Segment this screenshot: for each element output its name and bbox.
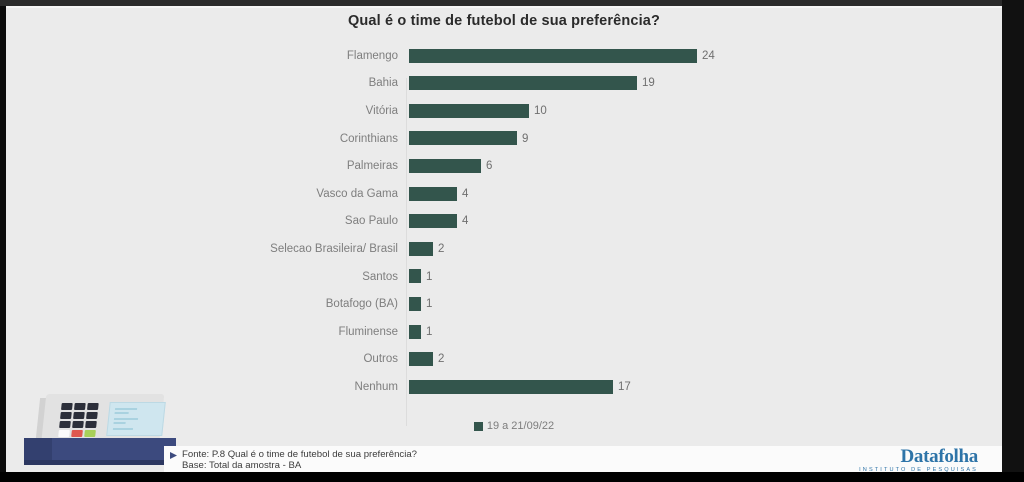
right-edge-bar <box>1002 0 1024 482</box>
chart-value-label: 2 <box>438 353 445 366</box>
chart-row: Palmeiras 6 <box>6 152 1002 180</box>
chart-row: Corinthians 9 <box>6 125 1002 153</box>
screen-line <box>112 428 134 430</box>
chart-bar[interactable] <box>409 324 421 339</box>
chart-row: Selecao Brasileira/ Brasil 2 <box>6 235 1002 263</box>
chart-category-label: Fluminense <box>338 325 398 338</box>
chart-value-label: 4 <box>462 187 469 200</box>
machine-base-side <box>24 438 52 464</box>
chart-row: Sao Paulo 4 <box>6 208 1002 236</box>
page-title: Qual é o time de futebol de sua preferên… <box>348 13 660 29</box>
screen-line <box>113 418 139 420</box>
screen-line <box>114 408 138 410</box>
chart-category-label: Nenhum <box>354 380 398 393</box>
chart-value-label: 9 <box>522 132 529 145</box>
chart-bar[interactable] <box>409 48 697 63</box>
slide-top-highlight <box>6 6 1002 8</box>
bar-chart: Flamengo 24 Bahia 19 Vitória 10 Corinthians 9 Pa… <box>6 42 1002 426</box>
chart-value-label: 1 <box>426 325 433 338</box>
chart-bar[interactable] <box>409 103 529 118</box>
datafolha-logo: Datafolha INSTITUTO DE PESQUISAS <box>858 447 978 472</box>
chart-value-label: 1 <box>426 270 433 283</box>
chart-row: Vitória 10 <box>6 97 1002 125</box>
chart-bar[interactable] <box>409 379 613 394</box>
chart-row: Bahia 19 <box>6 70 1002 98</box>
chart-bar[interactable] <box>409 186 457 201</box>
top-edge-bar <box>0 0 1024 6</box>
chart-category-label: Outros <box>363 353 398 366</box>
footer-source-line: Fonte: P.8 Qual é o time de futebol de s… <box>182 449 418 460</box>
legend-square-swatch <box>473 421 483 431</box>
chart-bar[interactable] <box>409 241 433 256</box>
machine-keypad <box>58 403 105 437</box>
chart-bar[interactable] <box>409 214 457 229</box>
chart-bar[interactable] <box>409 158 481 173</box>
chart-row: Nenhum 17 <box>6 373 1002 401</box>
chart-row: Fluminense 1 <box>6 318 1002 346</box>
machine-screen <box>106 402 166 436</box>
screen-line <box>114 412 129 414</box>
chart-category-label: Bahia <box>368 77 398 90</box>
chart-value-label: 17 <box>618 380 631 393</box>
chart-row: Outros 2 <box>6 346 1002 374</box>
chart-category-label: Sao Paulo <box>344 215 398 228</box>
chart-value-label: 10 <box>534 104 547 117</box>
chart-row: Flamengo 24 <box>6 42 1002 70</box>
brand-name: Datafolha <box>900 446 978 467</box>
chart-legend: 19 a 21/09/22 <box>6 416 1002 436</box>
electronic-voting-machine-illustration <box>16 394 176 472</box>
chart-bar[interactable] <box>409 131 517 146</box>
chart-value-label: 2 <box>438 242 445 255</box>
chart-bar[interactable] <box>409 296 421 311</box>
footer-base-line: Base: Total da amostra - BA <box>182 460 302 471</box>
machine-base-shadow <box>24 460 176 465</box>
brand-tagline: INSTITUTO DE PESQUISAS <box>859 467 978 472</box>
chart-category-label: Botafogo (BA) <box>325 298 398 311</box>
slide-canvas: Qual é o time de futebol de sua preferên… <box>6 6 1002 472</box>
chart-category-label: Santos <box>362 270 398 283</box>
chart-category-label: Selecao Brasileira/ Brasil <box>270 242 398 255</box>
chart-row: Vasco da Gama 4 <box>6 180 1002 208</box>
legend-label: 19 a 21/09/22 <box>486 420 555 432</box>
chart-value-label: 4 <box>462 215 469 228</box>
footer-source-box: Fonte: P.8 Qual é o time de futebol de s… <box>164 446 1002 472</box>
bottom-edge-bar <box>0 472 1024 482</box>
chart-bar[interactable] <box>409 76 637 91</box>
chart-value-label: 19 <box>642 77 655 90</box>
chart-axis-line <box>406 78 408 426</box>
chart-value-label: 24 <box>702 49 715 62</box>
triangle-bullet-icon <box>170 452 177 459</box>
chart-category-label: Vasco da Gama <box>316 187 398 200</box>
chart-bar[interactable] <box>409 269 421 284</box>
chart-row: Santos 1 <box>6 263 1002 291</box>
chart-category-label: Flamengo <box>346 49 398 62</box>
chart-bar[interactable] <box>409 352 433 367</box>
screen-line <box>113 422 126 424</box>
chart-category-label: Palmeiras <box>346 160 398 173</box>
chart-category-label: Corinthians <box>339 132 398 145</box>
chart-value-label: 6 <box>486 160 493 173</box>
chart-row: Botafogo (BA) 1 <box>6 290 1002 318</box>
chart-category-label: Vitória <box>365 104 398 117</box>
chart-value-label: 1 <box>426 298 433 311</box>
